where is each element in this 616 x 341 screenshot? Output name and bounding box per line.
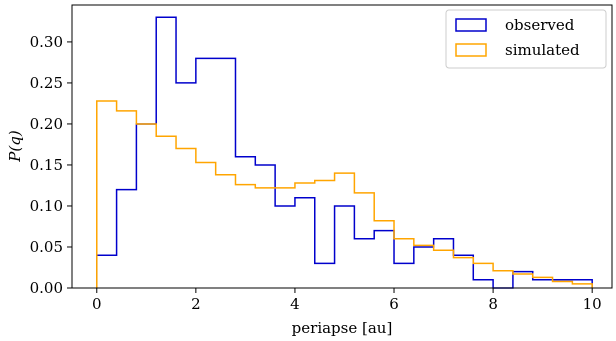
legend-swatch-observed <box>455 18 487 32</box>
y-tick-label: 0.10 <box>30 197 63 215</box>
legend-label-observed: observed <box>505 16 575 34</box>
y-tick-label: 0.05 <box>30 238 63 256</box>
y-axis-ticks: 0.00 0.05 0.10 0.15 0.20 0.25 0.30 <box>30 33 72 297</box>
plot-frame <box>71 4 613 289</box>
x-tick-label: 4 <box>290 295 300 313</box>
x-tick-label: 8 <box>488 295 498 313</box>
legend-label-simulated: simulated <box>505 41 580 59</box>
y-tick-label: 0.25 <box>30 74 63 92</box>
histogram-series-simulated <box>96 100 593 288</box>
y-tick-label: 0.00 <box>30 279 63 297</box>
x-tick-label: 10 <box>583 295 602 313</box>
legend-swatch-simulated <box>455 43 487 57</box>
y-tick-label: 0.15 <box>30 156 63 174</box>
x-tick-label: 2 <box>191 295 201 313</box>
x-tick-label: 0 <box>92 295 102 313</box>
legend: observed simulated <box>445 9 607 69</box>
y-tick-label: 0.20 <box>30 115 63 133</box>
x-axis-label: periapse [au] <box>292 319 393 337</box>
y-axis-label: P(q) <box>6 130 24 163</box>
y-tick-label: 0.30 <box>30 33 63 51</box>
x-axis-ticks: 0 2 4 6 8 10 <box>92 288 602 313</box>
x-tick-label: 6 <box>389 295 399 313</box>
